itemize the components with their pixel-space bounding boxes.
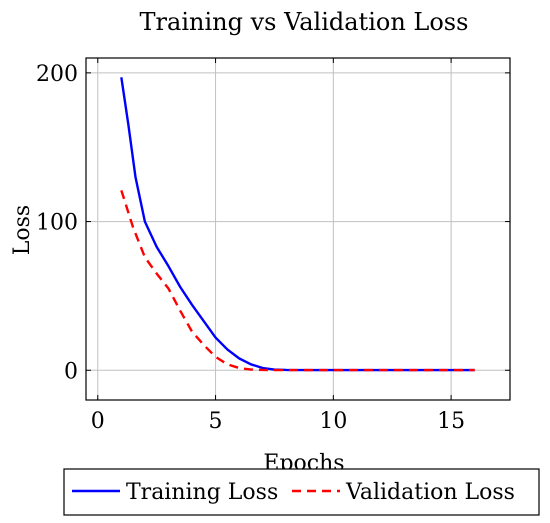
chart-title: Training vs Validation Loss xyxy=(140,8,469,36)
legend-box xyxy=(63,468,540,516)
x-tick-label: 5 xyxy=(209,409,223,434)
x-tick-label: 15 xyxy=(437,409,465,434)
y-tick-label: 100 xyxy=(36,211,78,236)
x-tick-label: 10 xyxy=(319,409,347,434)
plot-frame xyxy=(85,57,511,401)
x-tick-label: 0 xyxy=(91,409,105,434)
y-axis-label: Loss xyxy=(10,205,35,255)
y-tick-label: 0 xyxy=(64,359,78,384)
legend-label-training-loss: Training Loss xyxy=(126,480,278,505)
legend-label-validation-loss: Validation Loss xyxy=(345,480,515,505)
series-line-training-loss xyxy=(120,77,475,372)
y-tick-label: 200 xyxy=(36,62,78,87)
axis-ticks: 0 5 10 15 0 100 200 xyxy=(36,58,510,434)
legend: Training Loss Validation Loss xyxy=(63,468,540,516)
series-line-validation-loss xyxy=(120,189,475,372)
series-layer xyxy=(120,77,475,372)
